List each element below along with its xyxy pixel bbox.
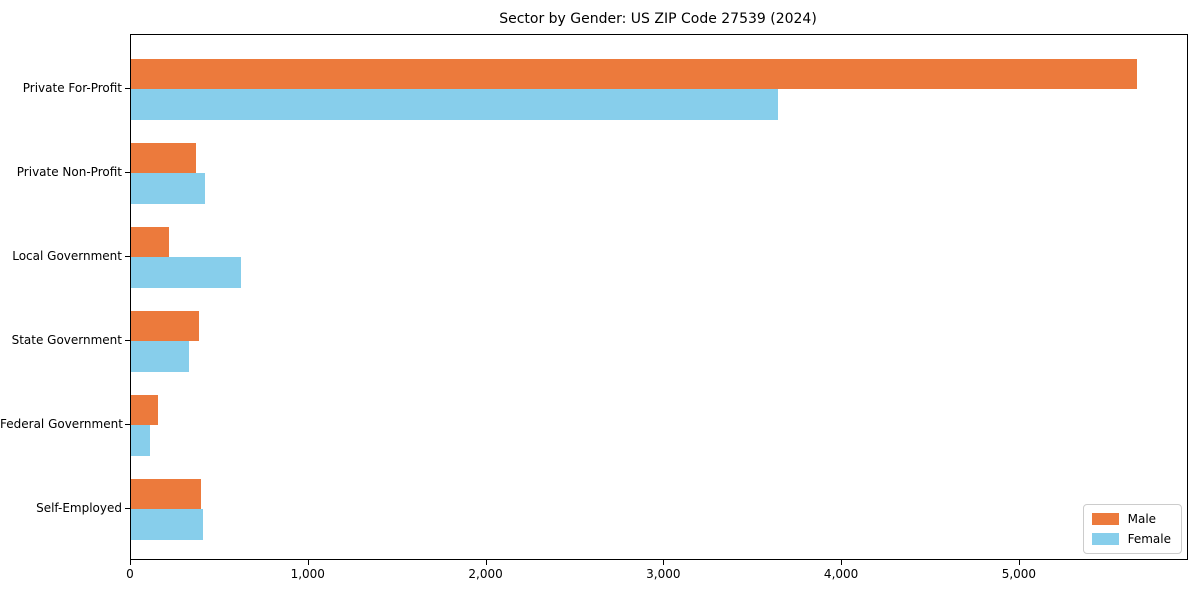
y-tick-label: Private Non-Profit (16, 165, 122, 179)
y-tick-label: Federal Government (0, 417, 123, 431)
bar-female-local-government (131, 257, 242, 288)
y-tick-mark (125, 88, 130, 89)
y-tick-label: Private For-Profit (22, 81, 122, 95)
bar-male-local-government (131, 226, 170, 257)
x-tick-label: 4,000 (823, 567, 859, 581)
legend-label: Female (1127, 532, 1171, 546)
x-tick-label: 3,000 (646, 567, 681, 581)
y-tick-label: Local Government (12, 249, 122, 263)
x-tick-mark (1018, 560, 1020, 565)
legend-entry-male: Male (1091, 512, 1171, 526)
bar-female-state-government (131, 341, 189, 372)
x-tick-label: 1,000 (290, 567, 325, 581)
x-tick-mark (485, 560, 487, 565)
x-tick-mark (130, 560, 131, 565)
bar-female-private-for-profit (131, 89, 779, 120)
y-tick-mark (125, 508, 130, 509)
x-tick-mark (663, 560, 665, 565)
y-tick-mark (125, 424, 130, 425)
x-tick-label: 0 (126, 567, 134, 581)
y-tick-mark (125, 340, 130, 341)
bar-male-self-employed (131, 478, 202, 509)
bar-male-state-government (131, 310, 199, 341)
bar-male-private-for-profit (131, 58, 1138, 89)
y-tick-label: Self-Employed (36, 501, 122, 515)
x-tick-label: 2,000 (468, 567, 503, 581)
plot-area: Male Female (130, 34, 1188, 560)
legend-swatch-male (1091, 513, 1119, 525)
bar-female-private-non-profit (131, 173, 205, 204)
bar-female-self-employed (131, 509, 203, 540)
x-tick-mark (307, 560, 309, 565)
bar-male-federal-government (131, 394, 158, 425)
chart-title: Sector by Gender: US ZIP Code 27539 (202… (499, 11, 817, 27)
legend: Male Female (1082, 504, 1182, 554)
x-tick-label: 5,000 (1001, 567, 1037, 581)
legend-swatch-female (1091, 533, 1119, 545)
bar-female-federal-government (131, 425, 150, 456)
x-tick-mark (841, 560, 843, 565)
y-tick-mark (125, 172, 130, 173)
bar-male-private-non-profit (131, 142, 196, 173)
y-tick-label: State Government (11, 333, 122, 347)
y-tick-mark (125, 256, 130, 257)
legend-label: Male (1127, 512, 1157, 526)
legend-entry-female: Female (1091, 532, 1171, 546)
